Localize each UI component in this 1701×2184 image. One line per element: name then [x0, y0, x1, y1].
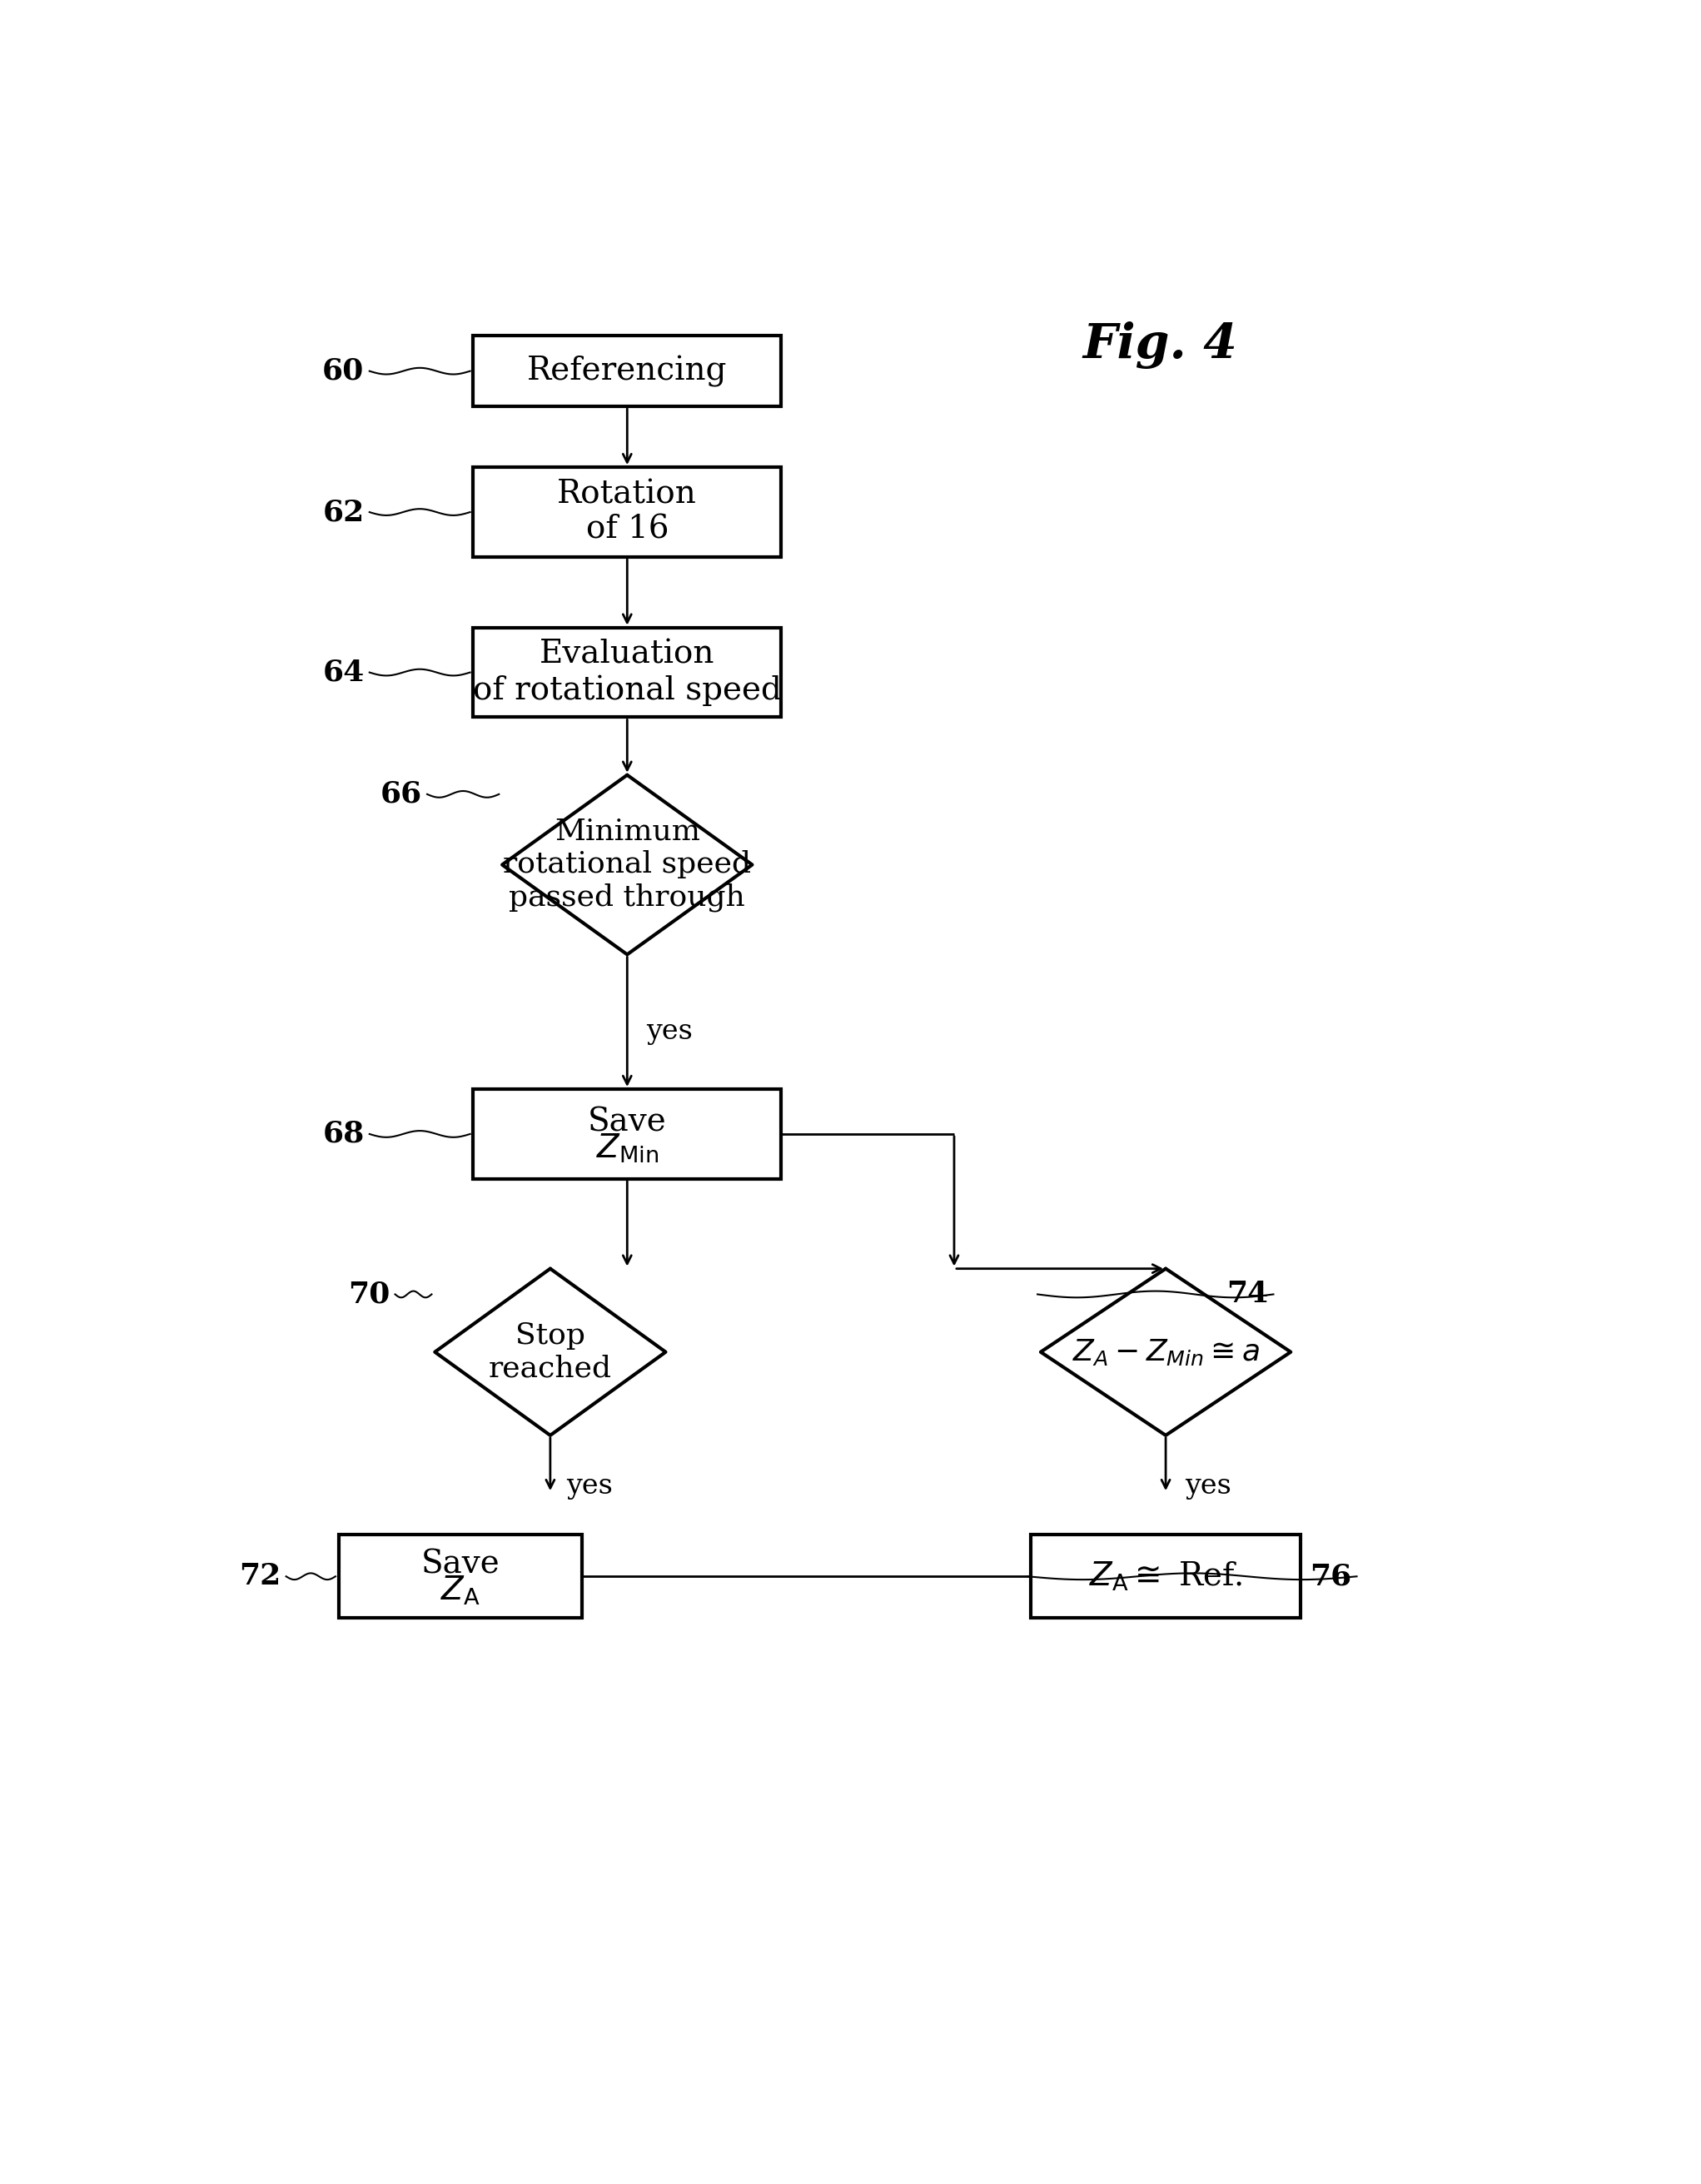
Text: 68: 68 [323, 1120, 364, 1149]
Text: yes: yes [566, 1474, 612, 1500]
Text: $Z_{\mathrm{Min}}$: $Z_{\mathrm{Min}}$ [595, 1131, 658, 1164]
Text: Save: Save [422, 1548, 500, 1581]
Text: 66: 66 [381, 780, 422, 808]
Text: 74: 74 [1226, 1280, 1269, 1308]
Text: Save: Save [589, 1107, 667, 1138]
Text: 62: 62 [323, 498, 364, 526]
Text: $Z_{\mathrm{A}}$: $Z_{\mathrm{A}}$ [441, 1575, 480, 1607]
Text: Rotation
of 16: Rotation of 16 [558, 478, 697, 546]
Text: yes: yes [1186, 1474, 1232, 1500]
Bar [338, 1535, 582, 1618]
Text: 64: 64 [323, 657, 364, 686]
Text: Fig. 4: Fig. 4 [1082, 321, 1237, 369]
Bar [1031, 1535, 1300, 1618]
Text: 72: 72 [240, 1562, 281, 1590]
Text: 70: 70 [349, 1280, 390, 1308]
Text: 60: 60 [323, 356, 364, 384]
Text: 76: 76 [1310, 1562, 1352, 1590]
Bar [473, 1090, 781, 1179]
Text: yes: yes [646, 1018, 692, 1044]
Bar [473, 336, 781, 406]
Text: $Z_A - Z_{Min}\cong a$: $Z_A - Z_{Min}\cong a$ [1072, 1337, 1259, 1367]
Text: Stop
reached: Stop reached [488, 1321, 612, 1382]
Text: Minimum
rotational speed
passed through: Minimum rotational speed passed through [503, 817, 752, 913]
Text: $Z_{\mathrm{A}}\cong$ Ref.: $Z_{\mathrm{A}}\cong$ Ref. [1089, 1559, 1242, 1592]
Bar [473, 467, 781, 557]
Bar [473, 627, 781, 716]
Text: Evaluation
of rotational speed: Evaluation of rotational speed [473, 640, 781, 705]
Text: Referencing: Referencing [527, 356, 728, 387]
